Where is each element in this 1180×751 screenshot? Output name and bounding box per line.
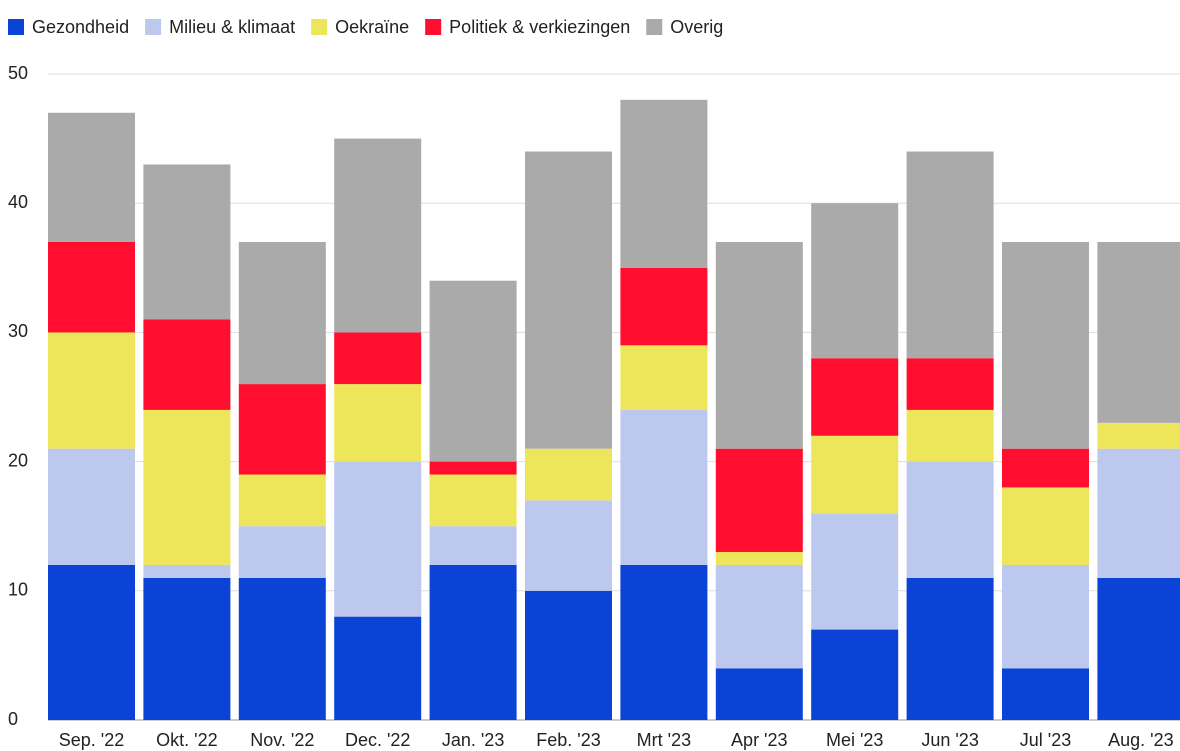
bar-segment — [620, 564, 708, 720]
bar-segment — [715, 448, 803, 553]
legend-label: Milieu & klimaat — [169, 17, 295, 37]
y-tick-label: 10 — [8, 580, 28, 600]
bar-segment — [620, 99, 708, 268]
bar-segment — [429, 564, 517, 720]
bar-segment — [620, 345, 708, 410]
bar-segment — [429, 461, 517, 475]
x-tick-label: Okt. '22 — [156, 730, 217, 750]
bar-segment — [334, 461, 422, 617]
bar-segment — [48, 332, 135, 449]
bar-segment — [143, 319, 231, 410]
x-tick-label: Jan. '23 — [442, 730, 504, 750]
bar-segment — [48, 241, 135, 333]
bar-segment — [811, 203, 899, 359]
bar-segment — [1002, 668, 1089, 720]
bar-segment — [48, 448, 135, 565]
bar-segment — [811, 513, 899, 630]
y-tick-label: 50 — [8, 63, 28, 83]
bar-segment — [525, 448, 612, 501]
bar-segment — [906, 358, 994, 410]
x-tick-label: Mrt '23 — [637, 730, 691, 750]
x-tick-label: Aug. '23 — [1108, 730, 1174, 750]
bar-segment — [906, 409, 994, 462]
legend-label: Oekraïne — [335, 17, 409, 37]
bar-segment — [48, 112, 135, 242]
bar-segment — [238, 384, 326, 475]
legend-swatch — [311, 19, 328, 35]
y-tick-label: 20 — [8, 450, 28, 470]
legend-swatch — [145, 19, 162, 35]
legend-swatch — [8, 19, 24, 35]
bar-segment — [525, 590, 612, 720]
bar-segment — [334, 384, 422, 462]
y-tick-label: 40 — [8, 192, 28, 212]
x-tick-label: Dec. '22 — [345, 730, 410, 750]
bar-segment — [334, 138, 422, 333]
bar-segment — [238, 474, 326, 527]
bar-segment — [143, 577, 231, 720]
y-tick-label: 0 — [8, 709, 18, 729]
legend-swatch — [646, 19, 663, 35]
bar-segment — [715, 668, 803, 720]
bar-segment — [525, 500, 612, 591]
bar-segment — [525, 151, 612, 449]
y-tick-label: 30 — [8, 321, 28, 341]
bar-segment — [620, 267, 708, 346]
bar-segment — [620, 409, 708, 565]
x-tick-label: Jul '23 — [1020, 730, 1071, 750]
bar-segment — [334, 332, 422, 385]
bar-segment — [143, 409, 231, 565]
bar-segment — [238, 526, 326, 578]
bar-segment — [1002, 448, 1089, 488]
bar-segment — [238, 241, 326, 385]
bar-segment — [1097, 577, 1180, 720]
x-tick-label: Jun '23 — [921, 730, 978, 750]
legend-label: Politiek & verkiezingen — [449, 17, 630, 37]
bar-segment — [429, 280, 517, 462]
x-tick-label: Mei '23 — [826, 730, 883, 750]
legend-label: Overig — [670, 17, 723, 37]
bar-segment — [811, 435, 899, 514]
x-tick-label: Sep. '22 — [59, 730, 125, 750]
x-tick-label: Nov. '22 — [250, 730, 314, 750]
bar-segment — [48, 564, 135, 720]
bar-segment — [811, 358, 899, 436]
bar-segment — [429, 526, 517, 565]
bar-segment — [1097, 241, 1180, 423]
bar-segment — [715, 241, 803, 449]
bar-segment — [1002, 241, 1089, 449]
bar-segment — [715, 552, 803, 565]
bar-segment — [1002, 564, 1089, 669]
x-tick-label: Apr '23 — [731, 730, 787, 750]
bar-segment — [143, 564, 231, 578]
bar-segment — [1097, 422, 1180, 449]
bar-segment — [334, 616, 422, 720]
bar-segment — [1002, 487, 1089, 565]
bar-segment — [906, 151, 994, 359]
bar-segment — [906, 461, 994, 578]
bar-segment — [906, 577, 994, 720]
legend-swatch — [425, 19, 442, 35]
x-tick-label: Feb. '23 — [536, 730, 600, 750]
bar-segment — [429, 474, 517, 527]
bar-segment — [1097, 448, 1180, 578]
bar-segment — [811, 629, 899, 720]
legend-label: Gezondheid — [32, 17, 129, 37]
bar-segment — [143, 164, 231, 320]
bar-segment — [238, 577, 326, 720]
bar-segment — [715, 564, 803, 669]
